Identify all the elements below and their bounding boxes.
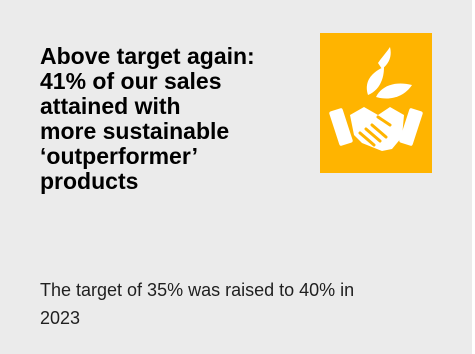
body-line: The target of 35% was raised to 40% in <box>40 280 355 300</box>
headline-line: 41% of our sales <box>40 68 222 94</box>
body-line: 2023 <box>40 308 81 328</box>
headline-line: Above target again: <box>40 43 255 69</box>
handshake-leaves-icon <box>320 33 432 173</box>
headline-line: attained with <box>40 93 181 119</box>
headline-line: more sustainable <box>40 118 230 144</box>
card-headline: Above target again: 41% of our sales att… <box>40 44 320 194</box>
headline-line: products <box>40 168 139 194</box>
headline-line: ‘outperformer’ <box>40 143 199 169</box>
leaves-icon <box>366 47 412 99</box>
card-body-text: The target of 35% was raised to 40% in 2… <box>40 276 450 332</box>
